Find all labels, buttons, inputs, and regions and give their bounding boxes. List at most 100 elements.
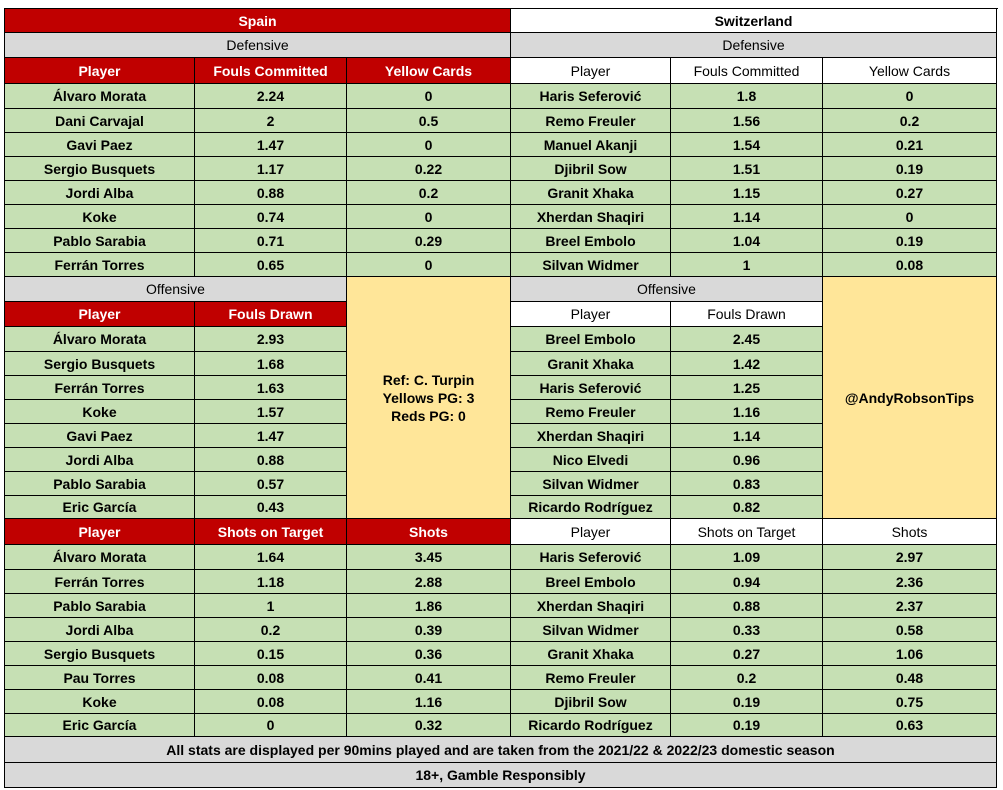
- referee-info-box: Ref: C. Turpin Yellows PG: 3 Reds PG: 0: [347, 277, 511, 519]
- spain-shots-row: 0.2: [195, 618, 347, 642]
- switzerland-shots-header: Shots: [823, 519, 997, 545]
- switzerland-offensive-row: 1.16: [671, 400, 823, 424]
- switzerland-offensive-row: Ricardo Rodríguez: [511, 496, 671, 519]
- spain-defensive-header: Fouls Committed: [195, 58, 347, 84]
- spain-shots-row: 1.64: [195, 545, 347, 570]
- switzerland-defensive-title: Defensive: [511, 33, 997, 58]
- switzerland-shots-row: Xherdan Shaqiri: [511, 594, 671, 618]
- spain-shots-row: 0.32: [347, 714, 511, 737]
- switzerland-shots-row: Breel Embolo: [511, 570, 671, 594]
- switzerland-shots-row: Haris Seferović: [511, 545, 671, 570]
- switzerland-offensive-row: 0.83: [671, 472, 823, 496]
- spain-shots-header: Shots on Target: [195, 519, 347, 545]
- spain-defensive-row: Álvaro Morata: [5, 84, 195, 109]
- switzerland-defensive-row: Manuel Akanji: [511, 133, 671, 157]
- spain-offensive-row: Ferrán Torres: [5, 376, 195, 400]
- switzerland-defensive-row: 1.15: [671, 181, 823, 205]
- spain-defensive-row: 1.17: [195, 157, 347, 181]
- spain-shots-row: 0: [195, 714, 347, 737]
- spain-offensive-row: Koke: [5, 400, 195, 424]
- switzerland-offensive-title: Offensive: [511, 277, 823, 302]
- spain-offensive-header: Fouls Drawn: [195, 302, 347, 327]
- spain-defensive-row: 0: [347, 84, 511, 109]
- switzerland-offensive-row: 1.25: [671, 376, 823, 400]
- switzerland-defensive-header: Player: [511, 58, 671, 84]
- spain-defensive-row: 0: [347, 253, 511, 277]
- spain-offensive-row: Sergio Busquets: [5, 352, 195, 376]
- spain-offensive-row: Jordi Alba: [5, 448, 195, 472]
- spain-shots-row: Pau Torres: [5, 666, 195, 690]
- spain-shots-row: Eric García: [5, 714, 195, 737]
- switzerland-defensive-row: 1.14: [671, 205, 823, 229]
- spain-shots-row: Jordi Alba: [5, 618, 195, 642]
- switzerland-shots-row: 0.2: [671, 666, 823, 690]
- referee-line1: Ref: C. Turpin: [382, 371, 475, 388]
- spain-shots-row: 0.08: [195, 690, 347, 714]
- switzerland-shots-row: 2.36: [823, 570, 997, 594]
- switzerland-defensive-row: 0.2: [823, 109, 997, 133]
- switzerland-offensive-row: 1.14: [671, 424, 823, 448]
- switzerland-defensive-header: Fouls Committed: [671, 58, 823, 84]
- switzerland-defensive-row: Granit Xhaka: [511, 181, 671, 205]
- spain-defensive-row: 1.47: [195, 133, 347, 157]
- switzerland-shots-row: 0.19: [671, 690, 823, 714]
- spain-shots-row: 0.15: [195, 642, 347, 666]
- spain-defensive-title: Defensive: [5, 33, 511, 58]
- spain-shots-row: Koke: [5, 690, 195, 714]
- spain-defensive-header: Yellow Cards: [347, 58, 511, 84]
- spain-offensive-title: Offensive: [5, 277, 347, 302]
- referee-line2: Yellows PG: 3: [382, 389, 475, 406]
- spain-defensive-row: 0.71: [195, 229, 347, 253]
- footer-note: All stats are displayed per 90mins playe…: [5, 737, 997, 763]
- switzerland-defensive-row: 0.19: [823, 229, 997, 253]
- switzerland-defensive-row: 0.19: [823, 157, 997, 181]
- switzerland-defensive-row: 1.8: [671, 84, 823, 109]
- spain-defensive-row: 0.29: [347, 229, 511, 253]
- spain-offensive-row: Pablo Sarabia: [5, 472, 195, 496]
- switzerland-offensive-row: 1.42: [671, 352, 823, 376]
- spain-offensive-row: 1.57: [195, 400, 347, 424]
- switzerland-offensive-row: Breel Embolo: [511, 327, 671, 352]
- spain-defensive-row: 0.22: [347, 157, 511, 181]
- switzerland-defensive-row: 1.56: [671, 109, 823, 133]
- spain-defensive-row: Pablo Sarabia: [5, 229, 195, 253]
- switzerland-shots-header: Shots on Target: [671, 519, 823, 545]
- switzerland-defensive-row: Remo Freuler: [511, 109, 671, 133]
- spain-offensive-row: 1.47: [195, 424, 347, 448]
- spain-shots-row: Pablo Sarabia: [5, 594, 195, 618]
- spain-defensive-row: 0.88: [195, 181, 347, 205]
- spain-defensive-row: 0.74: [195, 205, 347, 229]
- switzerland-shots-row: 0.19: [671, 714, 823, 737]
- spain-shots-row: Ferrán Torres: [5, 570, 195, 594]
- switzerland-offensive-row: Haris Seferović: [511, 376, 671, 400]
- social-handle: @AndyRobsonTips: [823, 277, 997, 519]
- switzerland-shots-row: 0.48: [823, 666, 997, 690]
- spain-shots-row: Álvaro Morata: [5, 545, 195, 570]
- spain-defensive-row: 0: [347, 205, 511, 229]
- spain-shots-row: 1.16: [347, 690, 511, 714]
- spain-shots-row: 3.45: [347, 545, 511, 570]
- switzerland-shots-row: 0.75: [823, 690, 997, 714]
- switzerland-team-title: Switzerland: [511, 9, 997, 33]
- switzerland-shots-row: Ricardo Rodríguez: [511, 714, 671, 737]
- switzerland-shots-row: 0.27: [671, 642, 823, 666]
- spain-defensive-row: 2.24: [195, 84, 347, 109]
- switzerland-defensive-row: Silvan Widmer: [511, 253, 671, 277]
- spain-offensive-row: 2.93: [195, 327, 347, 352]
- switzerland-shots-row: 0.63: [823, 714, 997, 737]
- switzerland-defensive-header: Yellow Cards: [823, 58, 997, 84]
- switzerland-offensive-row: Remo Freuler: [511, 400, 671, 424]
- spain-defensive-row: Gavi Paez: [5, 133, 195, 157]
- footer-disclaimer: 18+, Gamble Responsibly: [5, 763, 997, 788]
- switzerland-defensive-row: 0: [823, 84, 997, 109]
- spain-shots-row: 0.41: [347, 666, 511, 690]
- switzerland-offensive-row: 2.45: [671, 327, 823, 352]
- switzerland-offensive-row: Silvan Widmer: [511, 472, 671, 496]
- switzerland-defensive-row: 1.04: [671, 229, 823, 253]
- spain-defensive-row: 0.2: [347, 181, 511, 205]
- spain-team-title: Spain: [5, 9, 511, 33]
- spain-offensive-row: Álvaro Morata: [5, 327, 195, 352]
- spain-defensive-row: Ferrán Torres: [5, 253, 195, 277]
- switzerland-shots-header: Player: [511, 519, 671, 545]
- spain-defensive-row: 0.65: [195, 253, 347, 277]
